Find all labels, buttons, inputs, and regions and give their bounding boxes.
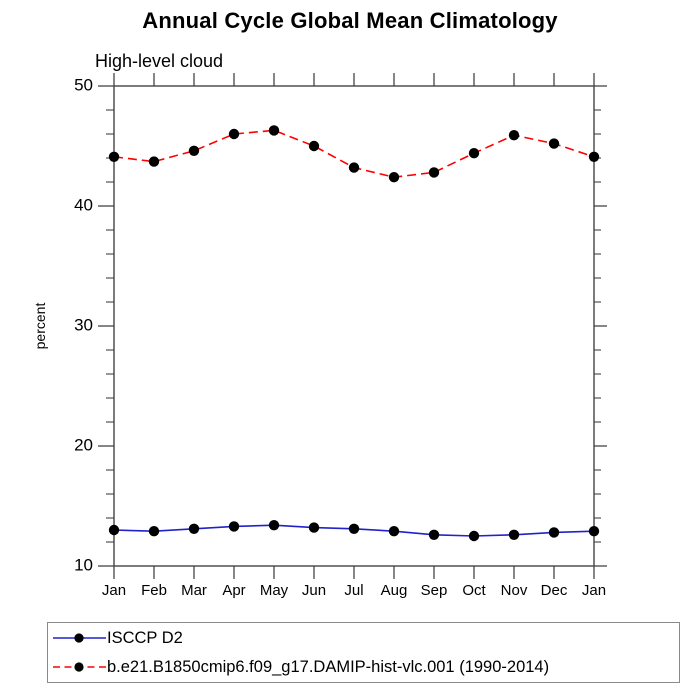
series-1-point	[468, 148, 480, 159]
plot-frame	[113, 85, 595, 567]
series-0-point	[308, 522, 320, 533]
legend-marker-dot-icon	[74, 662, 84, 672]
series-1-point	[228, 128, 240, 140]
series-1-point	[148, 156, 160, 167]
series-1-point	[588, 151, 600, 162]
series-0-point	[508, 529, 520, 540]
series-0-point	[348, 523, 360, 534]
x-tick-label: Dec	[541, 582, 568, 599]
series-0-point	[588, 526, 600, 537]
series-0-point	[428, 529, 440, 540]
series-1-point	[428, 167, 440, 178]
legend-marker-dot-icon	[74, 633, 84, 643]
series-1-point	[268, 125, 280, 136]
legend-sample-model-line	[53, 662, 106, 672]
y-tick-label: 40	[74, 195, 93, 214]
x-tick-label: Oct	[462, 582, 486, 599]
x-tick-label: Jan	[582, 582, 606, 599]
series-1-point	[188, 145, 200, 156]
series-0-point	[268, 520, 280, 531]
x-tick-label: Apr	[222, 582, 245, 599]
y-tick-label: 50	[74, 75, 93, 94]
series-0-point	[148, 526, 160, 537]
legend-label-isccp: ISCCP D2	[107, 628, 183, 647]
chart-subtitle: High-level cloud	[95, 51, 224, 71]
series-0-point	[188, 523, 200, 534]
legend-sample-isccp-line	[53, 633, 106, 643]
series-0-point	[388, 526, 400, 537]
x-tick-label: Jan	[102, 582, 126, 599]
x-tick-label: Feb	[141, 582, 167, 599]
series-0-point	[228, 521, 240, 532]
legend: ISCCP D2 b.e21.B1850cmip6.f09_g17.DAMIP-…	[47, 622, 680, 683]
chart-title: Annual Cycle Global Mean Climatology	[142, 8, 558, 33]
y-tick-label: 30	[74, 315, 93, 334]
series-1-point	[508, 130, 520, 141]
series-1-point	[108, 151, 120, 162]
legend-item-isccp: ISCCP D2	[53, 624, 679, 653]
series-0-point	[108, 524, 120, 536]
legend-item-model: b.e21.B1850cmip6.f09_g17.DAMIP-hist-vlc.…	[53, 653, 679, 682]
x-tick-label: Sep	[421, 582, 448, 599]
x-tick-label: May	[260, 582, 289, 599]
x-tick-label: Aug	[381, 582, 408, 599]
x-tick-label: Jun	[302, 582, 326, 599]
series-1-point	[548, 138, 560, 149]
x-tick-label: Mar	[181, 582, 207, 599]
series-1-point	[308, 140, 320, 152]
y-tick-label: 20	[74, 435, 93, 454]
series-1-point	[348, 162, 360, 173]
legend-label-model: b.e21.B1850cmip6.f09_g17.DAMIP-hist-vlc.…	[107, 657, 550, 676]
series-1-point	[388, 172, 400, 183]
series-0-point	[468, 530, 480, 542]
x-tick-label: Nov	[501, 582, 528, 599]
series-0-point	[548, 527, 560, 538]
x-tick-label: Jul	[344, 582, 363, 599]
y-tick-label: 10	[74, 555, 93, 574]
